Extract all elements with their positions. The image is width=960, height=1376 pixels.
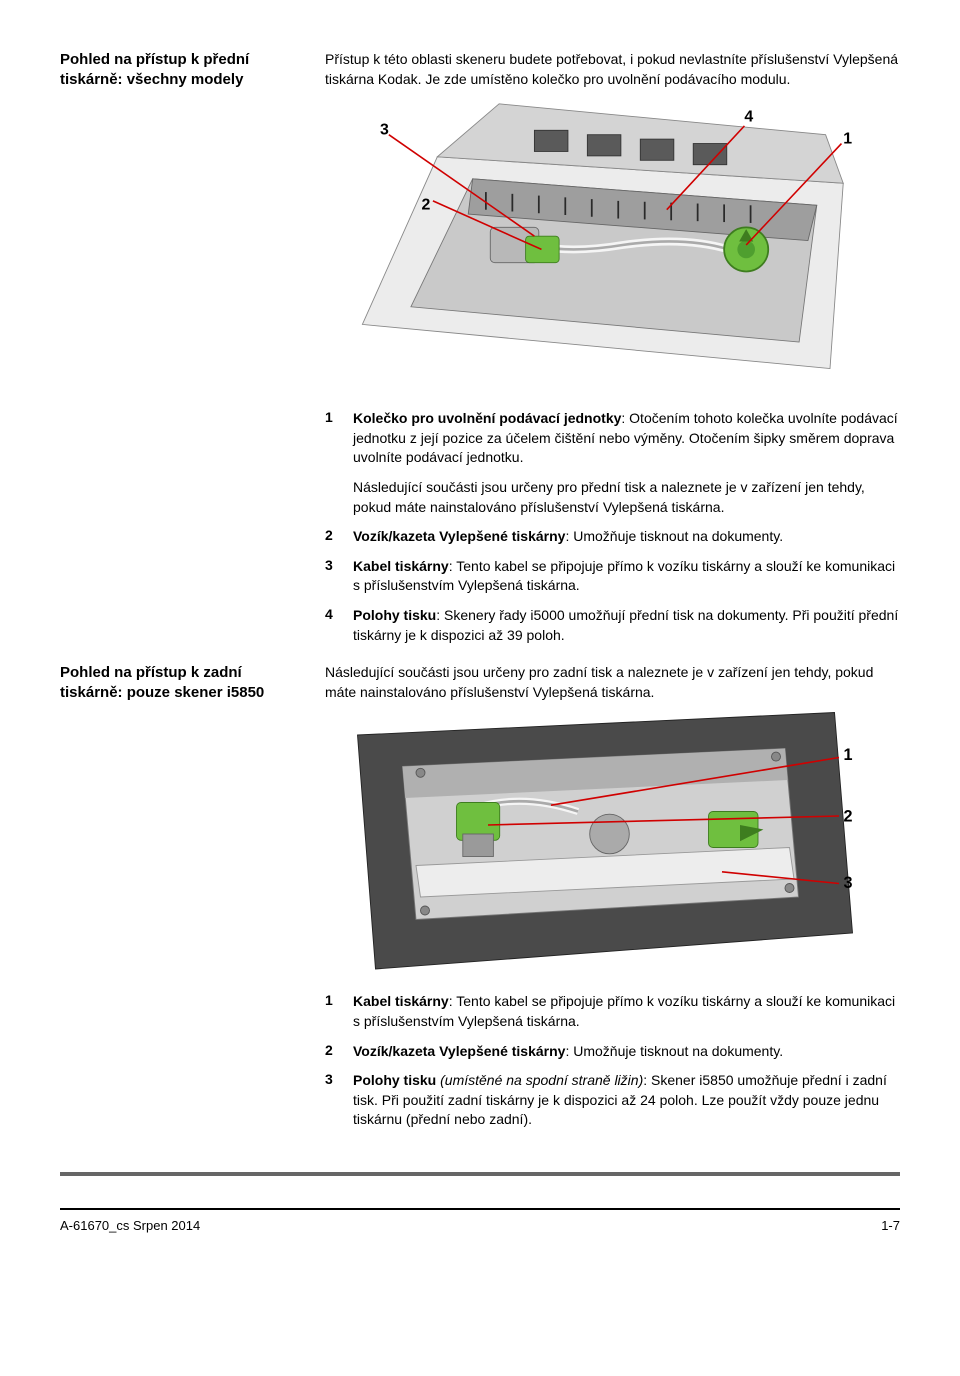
section1-list: 1 Kolečko pro uvolnění podávací jednotky… <box>325 409 900 645</box>
s1-item1-num: 1 <box>325 409 341 468</box>
figure-rear-printer: 1 2 3 <box>325 708 900 978</box>
s1-item1: 1 Kolečko pro uvolnění podávací jednotky… <box>325 409 900 468</box>
section2-list: 1 Kabel tiskárny: Tento kabel se připoju… <box>325 992 900 1130</box>
s2-item2-num: 2 <box>325 1042 341 1062</box>
fig2-callout-2: 2 <box>844 808 853 826</box>
section1-intro: Přístup k této oblasti skeneru budete po… <box>325 50 900 89</box>
s1-note: Následující součásti jsou určeny pro pře… <box>353 478 900 517</box>
s2-item3-paren: (umístěné na spodní straně ližin) <box>436 1072 643 1088</box>
s1-item1-bold: Kolečko pro uvolnění podávací jednotky <box>353 410 621 426</box>
section2-title-l1: Pohled na přístup k zadní <box>60 664 242 681</box>
fig1-callout-4: 4 <box>744 109 753 126</box>
figure-front-printer: 1 2 3 4 <box>325 95 900 395</box>
s1-item3: 3 Kabel tiskárny: Tento kabel se připoju… <box>325 557 900 596</box>
s1-item4-num: 4 <box>325 606 341 645</box>
section2-title: Pohled na přístup k zadní tiskárně: pouz… <box>60 663 305 704</box>
s1-item4: 4 Polohy tisku: Skenery řady i5000 umožň… <box>325 606 900 645</box>
section2-title-l2: tiskárně: pouze skener i5850 <box>60 684 264 701</box>
fig1-callout-2: 2 <box>421 197 430 214</box>
fig2-callout-3: 3 <box>844 874 853 892</box>
s2-item3: 3 Polohy tisku (umístěné na spodní stran… <box>325 1071 900 1130</box>
s1-item2: 2 Vozík/kazeta Vylepšené tiskárny: Umožň… <box>325 527 900 547</box>
s2-item2-rest: : Umožňuje tisknout na dokumenty. <box>565 1043 783 1059</box>
s2-item1: 1 Kabel tiskárny: Tento kabel se připoju… <box>325 992 900 1031</box>
s1-item2-num: 2 <box>325 527 341 547</box>
section2-intro: Následující součásti jsou určeny pro zad… <box>325 663 900 702</box>
fig2-callout-1: 1 <box>844 747 853 765</box>
section1-title-l2: tiskárně: všechny modely <box>60 71 243 88</box>
footer-right: 1-7 <box>881 1218 900 1233</box>
s1-item2-rest: : Umožňuje tisknout na dokumenty. <box>565 528 783 544</box>
s2-item2: 2 Vozík/kazeta Vylepšené tiskárny: Umožň… <box>325 1042 900 1062</box>
fig1-callout-1: 1 <box>843 131 852 148</box>
s2-item3-bold: Polohy tisku <box>353 1072 436 1088</box>
page-footer: A-61670_cs Srpen 2014 1-7 <box>60 1208 900 1233</box>
s2-item2-bold: Vozík/kazeta Vylepšené tiskárny <box>353 1043 565 1059</box>
s1-item3-bold: Kabel tiskárny <box>353 558 449 574</box>
s1-item4-bold: Polohy tisku <box>353 607 436 623</box>
fig1-callout-3: 3 <box>380 122 389 139</box>
s2-item1-bold: Kabel tiskárny <box>353 993 449 1009</box>
s1-item3-num: 3 <box>325 557 341 596</box>
s2-item1-num: 1 <box>325 992 341 1031</box>
footer-left: A-61670_cs Srpen 2014 <box>60 1218 200 1233</box>
s2-item3-num: 3 <box>325 1071 341 1130</box>
section1-title-l1: Pohled na přístup k přední <box>60 51 249 68</box>
section1-title: Pohled na přístup k přední tiskárně: vše… <box>60 50 305 91</box>
s1-item2-bold: Vozík/kazeta Vylepšené tiskárny <box>353 528 565 544</box>
